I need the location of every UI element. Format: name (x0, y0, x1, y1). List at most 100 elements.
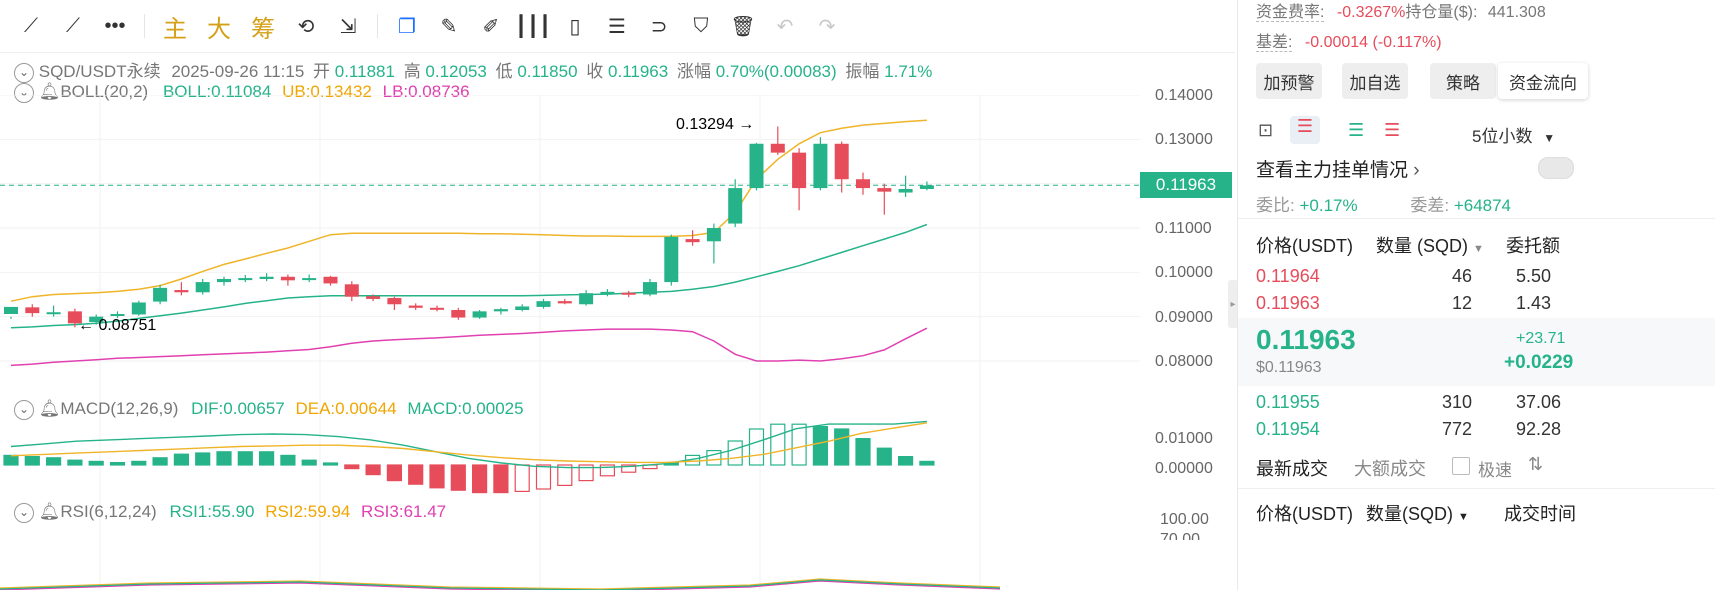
macd-bar (152, 457, 168, 466)
macd-bar (408, 464, 424, 485)
view-main-orders-link[interactable]: 查看主力挂单情况 › (1256, 155, 1420, 182)
divider (1238, 218, 1715, 219)
bell-icon[interactable]: 🔔︎ (38, 502, 61, 521)
orderbook-default-icon[interactable]: ☰ (1290, 116, 1320, 144)
candle (685, 230, 700, 246)
magnet-icon[interactable]: ⊃ (650, 15, 668, 38)
filter-icon[interactable]: ⛉ (693, 14, 709, 37)
macd-bar (706, 450, 722, 466)
ob-qty-header[interactable]: 数量 (SQD) ▼ (1376, 232, 1484, 258)
candle-body (451, 310, 466, 318)
draw-sync-icon[interactable]: ⟲ (297, 15, 315, 38)
candle (195, 278, 210, 295)
bid-price: 0.11955 (1256, 392, 1320, 412)
add-watchlist-button[interactable]: 加自选 (1342, 63, 1408, 99)
precision-select[interactable]: 5位小数 ▼ (1472, 122, 1555, 147)
basis-label: 基差: (1256, 34, 1293, 52)
macd-dif-line (10, 420, 927, 469)
bell-icon[interactable]: 🔔︎ (38, 82, 61, 101)
chip-distribution-button[interactable]: 筹 (251, 15, 275, 43)
kline-chart[interactable] (0, 95, 1235, 590)
funding-row: 资金费率: -0.3267%持仓量($): 441.308 (1256, 0, 1546, 22)
candle (259, 273, 274, 282)
chevron-right-icon: › (1413, 160, 1420, 181)
boll-name: BOLL(20,2) (60, 82, 149, 101)
candle (110, 311, 125, 318)
rsi3-line (0, 580, 1001, 590)
candle (387, 296, 402, 311)
diff-value: +64874 (1453, 196, 1512, 215)
candle-body (89, 316, 104, 322)
ray-line-icon[interactable]: ⟋ (66, 14, 80, 37)
candle (728, 179, 743, 228)
trend-line-icon[interactable]: ⟋ (24, 14, 38, 37)
undo-icon[interactable]: ↶ (776, 15, 794, 38)
orderbook-bids-icon[interactable]: ☰ (1348, 120, 1365, 140)
candle-body (153, 287, 168, 302)
candle-body (46, 312, 61, 315)
large-order-button[interactable]: 大 (207, 15, 231, 43)
macd-bar (876, 447, 892, 466)
main-indicator-button[interactable]: 主 (163, 15, 187, 43)
orderbook-asks-icon[interactable]: ☰ (1384, 120, 1401, 140)
trade-qty-header[interactable]: 数量(SQD) ▼ (1366, 500, 1469, 526)
candle-body (472, 311, 487, 318)
measure-icon[interactable]: ⇲ (339, 15, 357, 38)
brush-icon[interactable]: ✐ (482, 15, 500, 38)
high-annotation: 0.13294 → (676, 116, 755, 133)
collapse-chevron-icon[interactable]: ⌄ (14, 399, 34, 420)
macd-panel (3, 420, 935, 494)
trash-icon[interactable]: 🗑 (730, 15, 756, 38)
macd-bar (791, 423, 807, 466)
candle (493, 307, 508, 315)
boll-lower-line (10, 327, 928, 367)
ratio-label: 委比: (1256, 196, 1295, 215)
macd-bar (855, 438, 871, 466)
more-tools-icon[interactable]: ••• (104, 14, 126, 37)
ruler-icon[interactable]: ✎ (440, 15, 458, 38)
candle (664, 234, 679, 286)
pair-label: SQD/USDT永续 (38, 62, 161, 81)
candle-body (919, 185, 934, 189)
copy-icon[interactable]: ❐ (398, 15, 416, 38)
change-label: 涨幅 (676, 62, 711, 81)
note-icon[interactable]: ☰ (608, 15, 626, 38)
macd-bar (493, 464, 509, 494)
divider (1238, 488, 1715, 489)
macd-bar (109, 462, 126, 466)
candle (430, 305, 444, 312)
collapse-chevron-icon[interactable]: ⌄ (14, 62, 34, 83)
candle (749, 142, 764, 191)
text-tool-icon[interactable]: ▯ (569, 15, 581, 38)
sort-icon[interactable]: ⇅ (1528, 454, 1544, 474)
macd-bar (195, 452, 211, 466)
candle (536, 298, 551, 309)
candle-body (856, 179, 870, 189)
add-alert-button[interactable]: 加预警 (1256, 63, 1322, 99)
candle (25, 304, 40, 317)
drawing-toolbar: ⟋ ⟋ ••• 主 大 筹 ⟲ ⇲ ❐ ✎ ✐ ┃┃┃ ▯ ☰ ⊃ ⛉ 🗑 ↶ … (0, 0, 1235, 53)
fast-mode-checkbox[interactable] (1452, 457, 1470, 475)
candle-body (515, 306, 530, 311)
main-orders-toggle[interactable] (1538, 157, 1574, 179)
ask-price: 0.11964 (1256, 266, 1320, 286)
ob-qty-header-label: 数量 (SQD) (1376, 236, 1468, 256)
collapse-chevron-icon[interactable]: ⌄ (14, 502, 34, 523)
candles (4, 126, 934, 328)
macd-dif-value: DIF:0.00657 (191, 399, 285, 418)
panel-collapse-handle[interactable]: ▸ (1228, 280, 1238, 328)
candle-body (643, 282, 657, 295)
orderbook-both-icon[interactable]: ⊡ (1258, 120, 1274, 140)
bid-qty: 310 (1441, 392, 1472, 412)
candle-pattern-icon[interactable]: ┃┃┃ (514, 15, 552, 38)
view-main-orders-label: 查看主力挂单情况 (1256, 160, 1409, 181)
tab-latest-trades[interactable]: 最新成交 (1256, 459, 1328, 479)
fund-flow-button[interactable]: 资金流向 (1498, 63, 1588, 99)
macd-bar (45, 457, 62, 466)
redo-icon[interactable]: ↷ (818, 15, 836, 38)
tab-large-trades[interactable]: 大额成交 (1354, 459, 1426, 479)
rsi1-line (0, 579, 1001, 590)
bell-icon[interactable]: 🔔︎ (38, 399, 61, 418)
strategy-button[interactable]: 策略 (1430, 63, 1496, 99)
rsi2-value: RSI2:59.94 (265, 502, 351, 521)
